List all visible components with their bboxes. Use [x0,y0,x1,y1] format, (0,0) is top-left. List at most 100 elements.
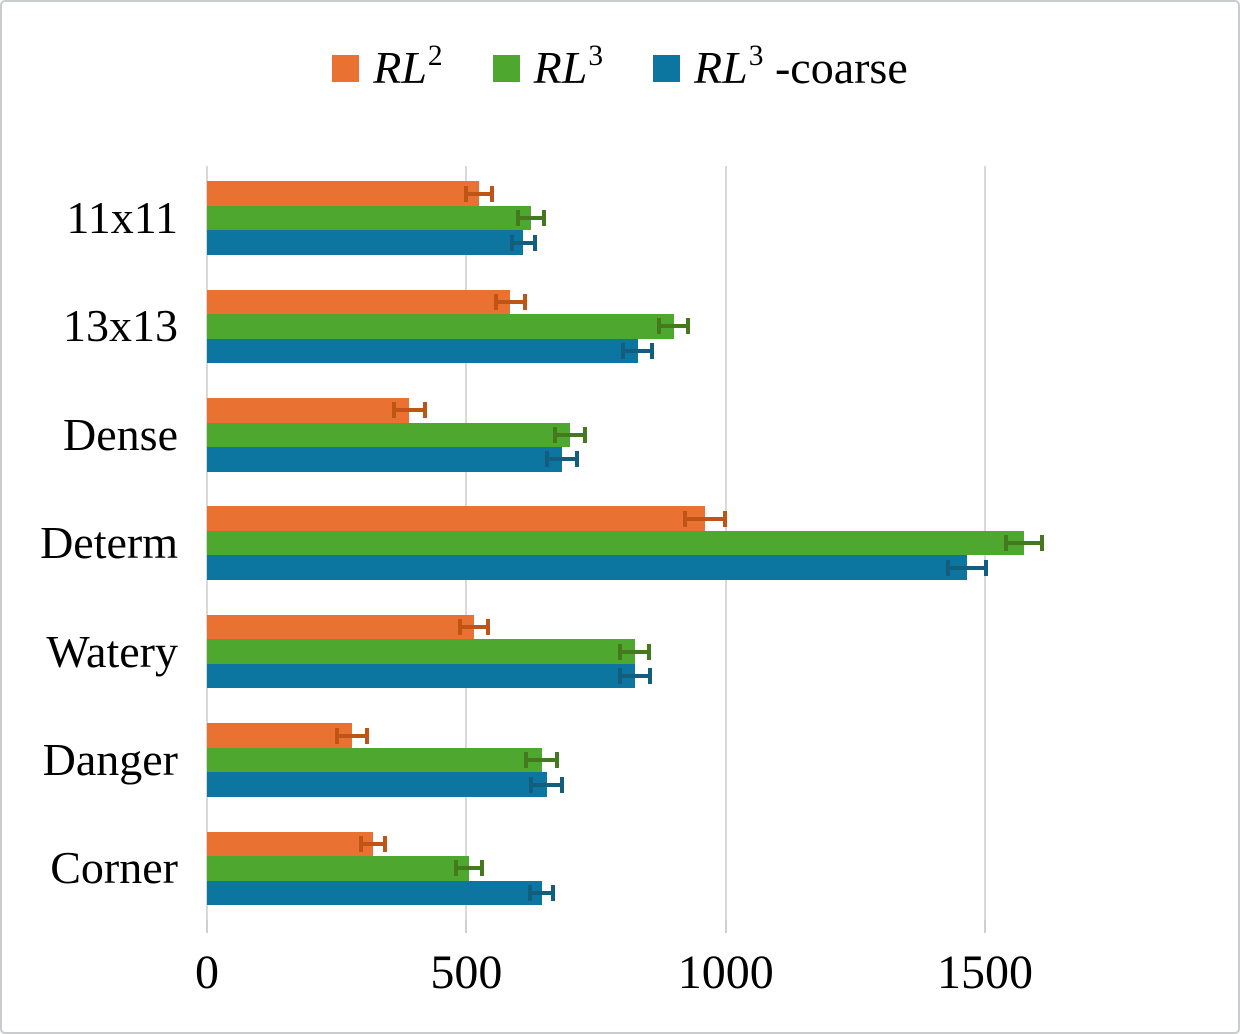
error-bar-line [622,348,653,353]
error-bar-cap [722,510,727,527]
bar-RL^2 [207,181,480,206]
error-bar-cap [464,185,469,202]
legend-label-rl2-sup: 2 [427,39,443,72]
error-bar-cap [551,884,556,901]
error-bar-cap [359,835,364,852]
category-label: Determ [40,517,178,569]
axis-tick [984,920,987,933]
bar-RL^3 [207,639,635,664]
bar-RL^3 [207,856,469,881]
error-bar-cap [984,559,989,576]
error-bar-line [495,299,525,304]
bar-RL^2 [207,614,475,640]
error-bar-line [555,432,586,437]
x-tick-label: 1500 [937,946,1034,999]
error-bar-cap [686,318,691,335]
error-bar-cap [555,752,560,768]
axis-tick [724,920,727,933]
error-bar-line [685,516,725,521]
error-bar-line [518,216,545,220]
error-bar-cap [522,293,527,310]
error-bar-line [466,191,493,196]
error-bar-cap [532,234,537,251]
error-bar-cap [527,884,532,901]
error-bar-cap [382,835,387,852]
category-label: Dense [63,408,178,460]
axis-tick [206,920,208,933]
bar-RL^3 [207,314,674,339]
bar-RL^3-coarse [207,338,638,364]
error-bar-line [455,866,482,871]
error-bar-line [526,758,558,762]
error-bar-cap [529,776,534,793]
error-bar-cap [945,559,950,576]
error-bar-line [531,782,563,787]
legend-label-rl2: RL2 [373,41,442,93]
category-label: Danger [42,734,178,785]
error-bar-cap [657,318,662,335]
x-tick-label: 500 [430,946,503,999]
error-bar-line [619,674,650,679]
error-bar-cap [617,668,622,685]
error-bar-cap [490,185,495,202]
legend-label-rl3-coarse-base: RL [694,42,748,93]
error-bar-line [361,841,385,846]
error-bar-line [620,649,650,654]
error-bar-cap [650,342,655,359]
error-bar-cap [542,210,547,226]
error-bar-line [393,408,425,413]
category-label: Corner [50,842,178,894]
bar-RL^2 [207,723,353,748]
legend-item-rl3: RL3 [492,41,603,93]
bar-RL^2 [207,506,705,531]
error-bar-cap [509,234,514,251]
bar-RL^3-coarse [207,555,967,580]
bar-RL^3 [207,530,1024,556]
legend: RL2 RL3 RL3 -coarse [2,36,1238,100]
error-bar-cap [683,510,688,527]
error-bar-cap [493,293,498,310]
bar-RL^2 [207,831,373,857]
bar-RL^3-coarse [207,663,635,689]
error-bar-cap [516,210,521,226]
bar-RL^2 [207,289,511,315]
error-bar-line [337,733,368,738]
bar-RL^3 [207,747,542,773]
error-bar-cap [422,402,427,419]
bar-RL^3 [207,205,532,231]
error-bar-line [529,890,554,895]
error-bar-cap [524,752,528,768]
error-bar-cap [545,451,550,468]
legend-label-rl3-coarse-sup: 3 [748,39,764,72]
error-bar-cap [1003,535,1008,552]
bar-RL^3-coarse [207,880,542,906]
error-bar-line [659,324,689,329]
error-bar-cap [583,426,588,443]
error-bar-cap [391,402,396,419]
category-label: 11x11 [66,192,178,243]
error-bar-line [947,565,987,570]
legend-item-rl3-coarse: RL3 -coarse [653,41,908,93]
legend-item-rl2: RL2 [332,41,443,93]
bar-RL^3-coarse [207,230,524,255]
legend-label-rl3: RL3 [533,41,603,93]
error-bar-cap [553,426,558,443]
legend-label-rl2-base: RL [373,42,427,93]
legend-label-rl3-coarse-suffix: -coarse [763,42,908,93]
error-bar-cap [647,643,652,660]
error-bar-line [460,625,489,630]
bar-RL^3-coarse [207,772,547,797]
bar-RL^3-coarse [207,447,563,472]
error-bar-cap [365,727,370,744]
legend-label-rl3-base: RL [533,42,588,93]
legend-label-rl3-sup: 3 [588,39,604,72]
error-bar-cap [560,776,565,793]
error-bar-cap [335,727,340,744]
legend-label-rl3-coarse: RL3 -coarse [694,41,908,93]
error-bar-line [511,240,535,245]
error-bar-cap [618,643,623,660]
legend-swatch-rl2-icon [332,54,360,82]
error-bar-line [1005,541,1043,546]
bar-RL^2 [207,398,410,423]
